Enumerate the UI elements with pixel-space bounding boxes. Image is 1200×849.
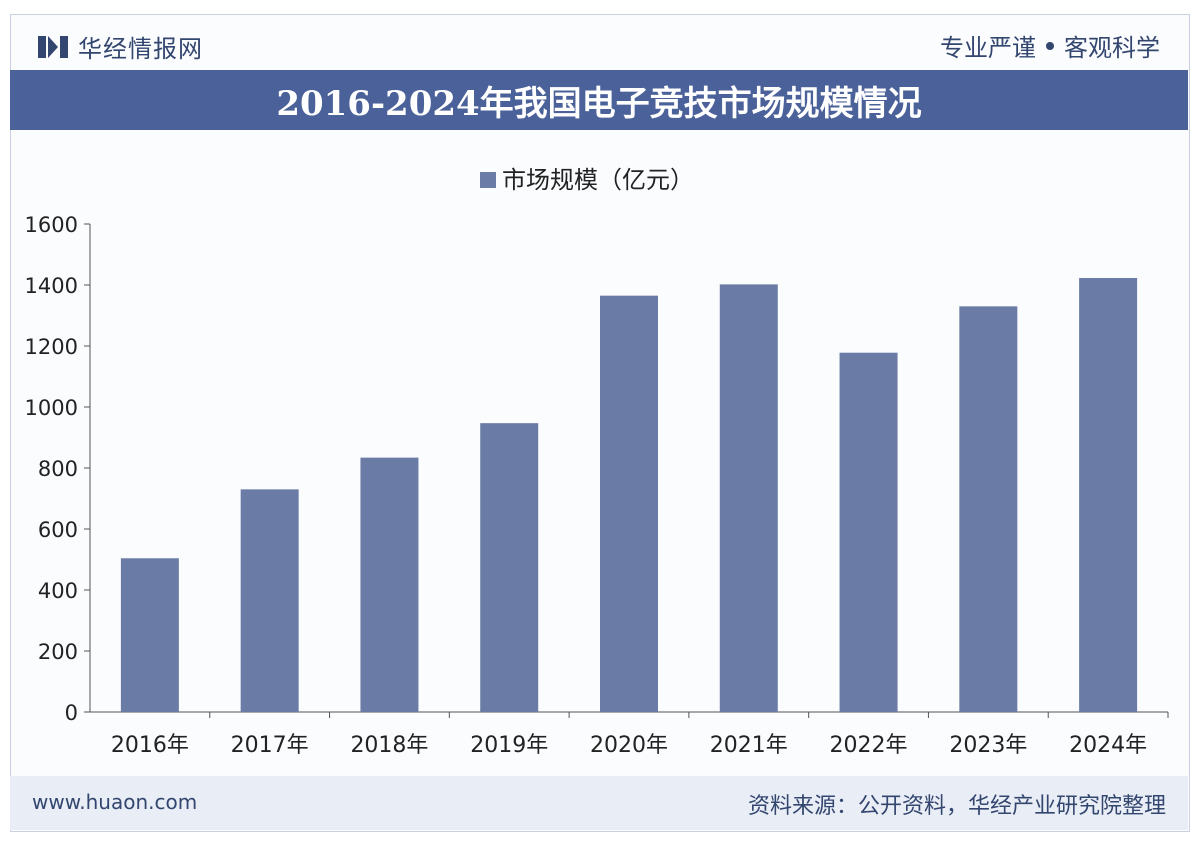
- y-tick-label: 200: [38, 640, 78, 664]
- x-tick-label: 2017年: [231, 733, 309, 758]
- website-url[interactable]: www.huaon.com: [32, 790, 198, 814]
- x-tick-label: 2024年: [1069, 733, 1147, 758]
- y-tick-label: 1000: [25, 396, 78, 420]
- bar-2024年: [1079, 277, 1138, 712]
- y-tick-label: 1400: [25, 274, 78, 298]
- slogan: 专业严谨 客观科学: [940, 28, 1160, 63]
- x-tick-label: 2016年: [111, 733, 189, 758]
- footer: www.huaon.com 资料来源：公开资料，华经产业研究院整理: [10, 776, 1188, 830]
- bar-2017年: [240, 489, 299, 712]
- legend-label: 市场规模（亿元）: [502, 166, 694, 194]
- chart-title: 2016-2024年我国电子竞技市场规模情况: [276, 83, 922, 124]
- x-tick-label: 2018年: [350, 733, 428, 758]
- title-band: 2016-2024年我国电子竞技市场规模情况: [10, 70, 1188, 130]
- x-tick-label: 2019年: [470, 733, 548, 758]
- y-tick-label: 400: [38, 579, 78, 603]
- y-tick-label: 600: [38, 518, 78, 542]
- y-tick-label: 800: [38, 457, 78, 481]
- bar-2021年: [719, 284, 778, 712]
- bar-2023年: [959, 306, 1018, 712]
- x-tick-label: 2021年: [710, 733, 788, 758]
- bar-2018年: [360, 457, 419, 712]
- brand-name: 华经情报网: [78, 35, 203, 63]
- y-tick-label: 1200: [25, 335, 78, 359]
- bar-chart: 市场规模（亿元） 0 200 400 600 800 1000 1200 1400 1600 201…: [25, 166, 1169, 758]
- huajing-logo-icon: [38, 35, 68, 58]
- chart-area: 市场规模（亿元） 0 200 400 600 800 1000 1200 1400 1600 201…: [10, 130, 1188, 774]
- legend-swatch: [480, 172, 496, 188]
- slogan-right: 客观科学: [1064, 34, 1160, 62]
- bar-2022年: [839, 352, 898, 712]
- header: 华经情报网 专业严谨 客观科学: [10, 14, 1188, 70]
- x-tick-label: 2020年: [590, 733, 668, 758]
- bar-2016年: [120, 558, 179, 712]
- logo: 华经情报网: [38, 29, 203, 64]
- y-tick-label: 1600: [25, 213, 78, 237]
- slogan-left: 专业严谨: [940, 34, 1036, 62]
- source-note: 资料来源：公开资料，华经产业研究院整理: [747, 794, 1166, 819]
- x-tick-label: 2023年: [949, 733, 1027, 758]
- bar-2019年: [480, 423, 539, 712]
- y-tick-label: 0: [65, 701, 78, 725]
- x-tick-label: 2022年: [830, 733, 908, 758]
- slogan-dot-icon: [1046, 41, 1054, 50]
- bar-2020年: [600, 295, 658, 712]
